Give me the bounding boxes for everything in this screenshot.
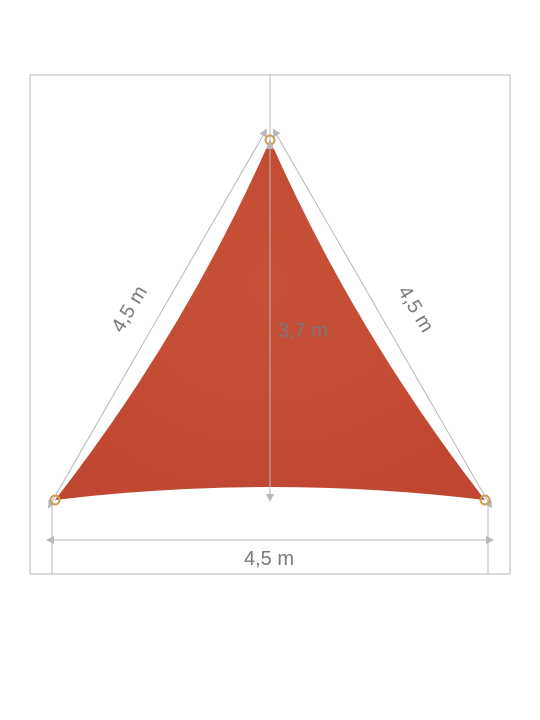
diagram-svg [0, 0, 540, 720]
dim-label-base: 4,5 m [244, 548, 294, 571]
diagram-stage: 4,5 m 4,5 m 4,5 m 3,7 m [0, 0, 540, 720]
dim-label-height: 3,7 m [278, 320, 328, 343]
